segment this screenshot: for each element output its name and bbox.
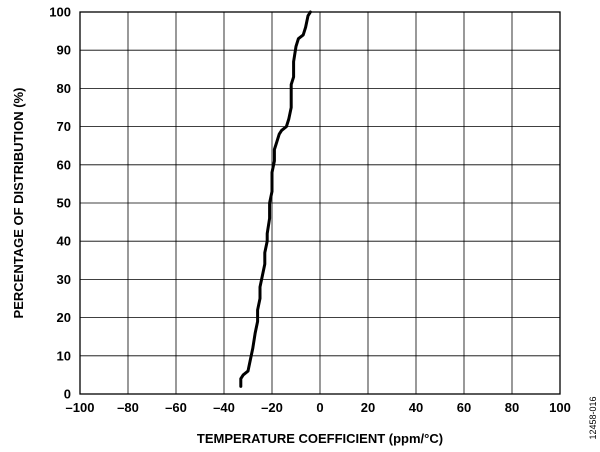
plot-frame (79, 11, 561, 395)
chart-grid (79, 11, 561, 395)
x-tick-label: –60 (165, 400, 187, 415)
x-axis-title: TEMPERATURE COEFFICIENT (ppm/°C) (197, 431, 443, 446)
y-tick-label: 100 (49, 5, 71, 20)
y-tick-label: 10 (57, 348, 71, 363)
x-tick-label: 0 (316, 400, 323, 415)
x-tick-label: 40 (409, 400, 423, 415)
series-layer (239, 10, 312, 388)
x-tick-label: –100 (66, 400, 95, 415)
y-axis-title: PERCENTAGE OF DISTRIBUTION (%) (11, 88, 26, 319)
y-tick-label: 30 (57, 272, 71, 287)
y-tick-label: 90 (57, 43, 71, 58)
y-tick-label: 0 (64, 387, 71, 402)
y-tick-label: 70 (57, 119, 71, 134)
x-tick-label: –80 (117, 400, 139, 415)
x-tick-label: –40 (213, 400, 235, 415)
x-tick-label: 20 (361, 400, 375, 415)
y-tick-label: 80 (57, 81, 71, 96)
x-tick-label: 80 (505, 400, 519, 415)
y-tick-label: 60 (57, 157, 71, 172)
x-axis-ticks: –100 –80 –60 –40 –20 0 20 40 60 80 100 (66, 400, 571, 415)
y-tick-label: 40 (57, 234, 71, 249)
x-tick-label: 100 (549, 400, 571, 415)
y-tick-label: 50 (57, 196, 71, 211)
y-tick-label: 20 (57, 310, 71, 325)
series-line (239, 10, 312, 388)
y-axis-ticks: 0 10 20 30 40 50 60 70 80 90 100 (49, 5, 71, 402)
x-tick-label: 60 (457, 400, 471, 415)
x-tick-label: –20 (261, 400, 283, 415)
figure-id-label: 12458-016 (588, 396, 598, 439)
